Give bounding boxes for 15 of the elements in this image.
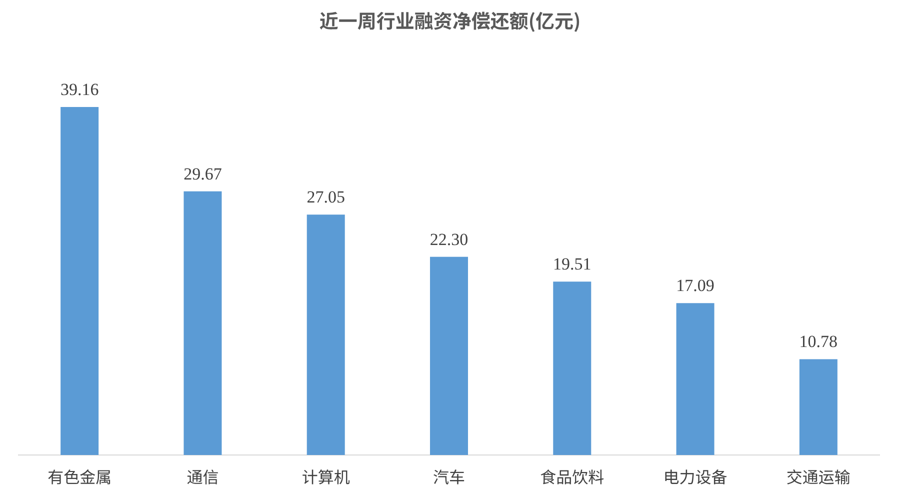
x-tick-label: 有色金属	[48, 464, 112, 488]
x-tick-label: 计算机	[302, 464, 350, 488]
x-tick-label: 汽车	[432, 464, 466, 488]
data-label: 10.78	[799, 332, 838, 352]
data-label: 17.09	[676, 276, 714, 296]
data-label: 39.16	[60, 80, 99, 99]
data-label: 27.05	[306, 188, 345, 207]
title: 近一周行业融资净偿还额(亿元)	[319, 7, 581, 34]
x-tick-label: 食品饮料	[540, 464, 604, 488]
x-tick-label: 电力设备	[663, 464, 728, 488]
data-label: 19.51	[553, 254, 592, 274]
x-tick-label: 交通运输	[786, 464, 850, 488]
data-label: 29.67	[184, 164, 222, 184]
data-label: 22.30	[430, 230, 468, 249]
x-tick-label: 通信	[186, 464, 219, 488]
